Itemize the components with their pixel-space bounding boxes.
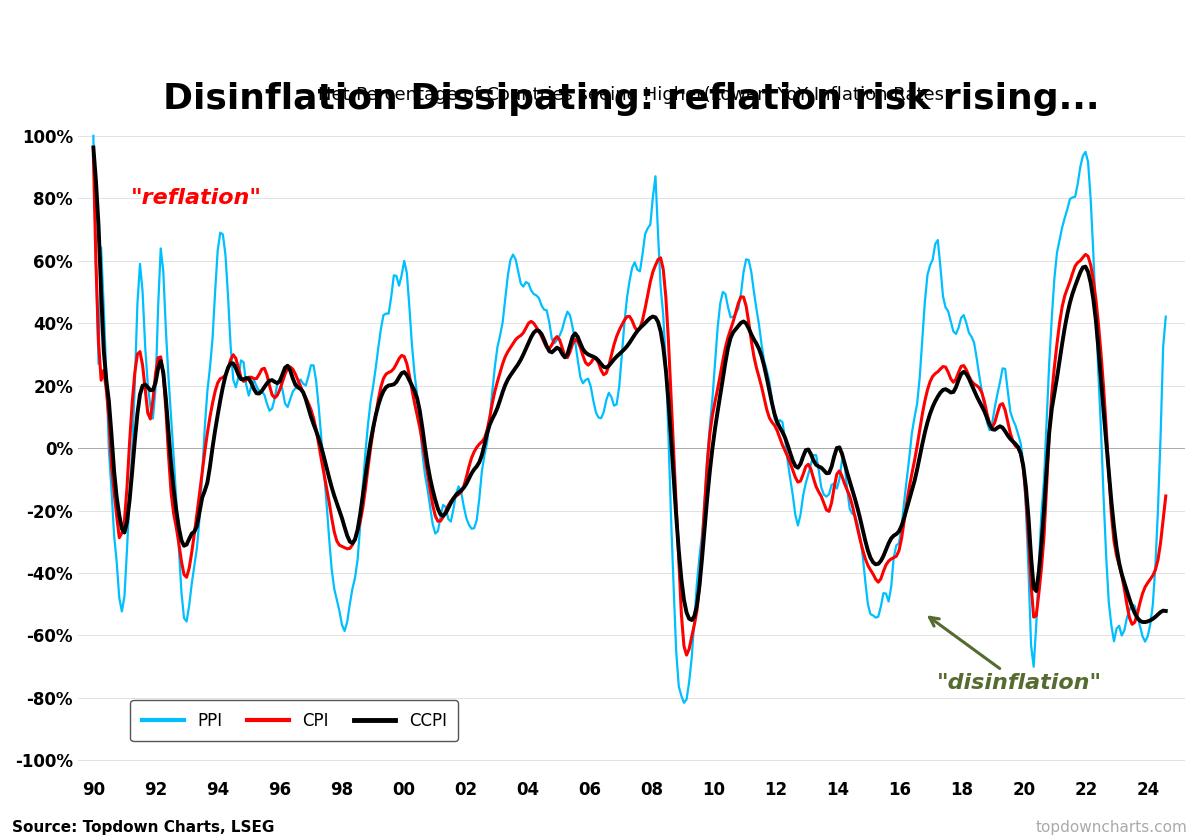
CCPI bbox=[86, 143, 101, 153]
CCPI bbox=[1158, 606, 1172, 616]
CCPI bbox=[1146, 614, 1160, 624]
PPI bbox=[86, 131, 101, 141]
CCPI bbox=[346, 538, 360, 548]
PPI bbox=[677, 698, 691, 708]
Line: PPI: PPI bbox=[94, 136, 1165, 703]
Text: "disinflation": "disinflation" bbox=[930, 618, 1102, 693]
PPI bbox=[536, 305, 551, 315]
Text: topdowncharts.com: topdowncharts.com bbox=[1036, 820, 1188, 835]
CPI bbox=[679, 650, 694, 660]
Line: CCPI: CCPI bbox=[94, 148, 1165, 622]
CPI bbox=[1146, 571, 1160, 581]
PPI bbox=[346, 584, 360, 594]
Title: Disinflation Dissipating: reflation risk rising...: Disinflation Dissipating: reflation risk… bbox=[163, 82, 1099, 116]
CCPI bbox=[415, 423, 430, 433]
CPI bbox=[536, 337, 551, 347]
Text: Net-Percentage of Countries seeing Higher(Lower) YoY Inflation Rates: Net-Percentage of Countries seeing Highe… bbox=[318, 86, 944, 104]
CPI bbox=[1158, 491, 1172, 501]
CCPI bbox=[456, 482, 470, 492]
CCPI bbox=[1115, 569, 1129, 579]
CPI bbox=[456, 482, 470, 492]
Text: "reflation": "reflation" bbox=[131, 188, 262, 208]
Text: Source: Topdown Charts, LSEG: Source: Topdown Charts, LSEG bbox=[12, 820, 275, 835]
PPI bbox=[415, 448, 430, 458]
CPI bbox=[415, 437, 430, 447]
PPI bbox=[456, 502, 470, 512]
CCPI bbox=[536, 335, 551, 345]
Line: CPI: CPI bbox=[94, 154, 1165, 655]
CPI bbox=[1117, 584, 1132, 594]
Legend: PPI, CPI, CCPI: PPI, CPI, CCPI bbox=[131, 700, 458, 742]
PPI bbox=[1146, 600, 1160, 610]
PPI bbox=[1117, 625, 1132, 635]
PPI bbox=[1158, 311, 1172, 321]
CPI bbox=[86, 149, 101, 159]
CPI bbox=[346, 540, 360, 550]
CCPI bbox=[1138, 617, 1152, 627]
